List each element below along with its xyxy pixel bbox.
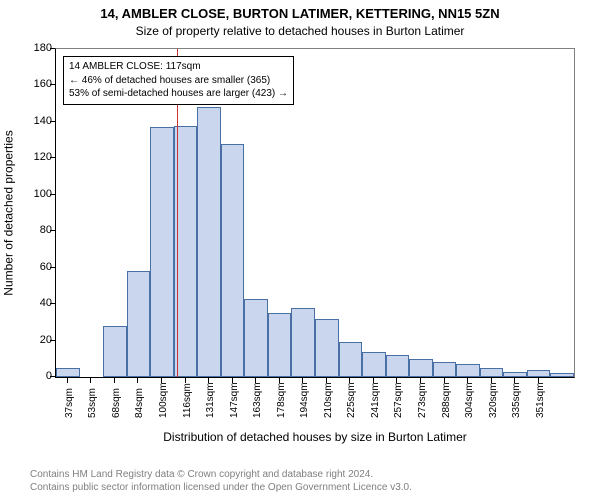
y-tick-label: 60	[22, 261, 52, 273]
x-tick-label: 194sqm	[299, 382, 310, 418]
x-tick-label: 68sqm	[111, 388, 122, 418]
y-tick-label: 20	[22, 334, 52, 346]
x-tick-mark	[114, 378, 115, 383]
y-axis-label: Number of detached properties	[2, 48, 16, 378]
histogram-bar	[550, 373, 574, 377]
y-tick-label: 40	[22, 297, 52, 309]
x-tick-label: 131sqm	[205, 382, 216, 418]
footer-line-2: Contains public sector information licen…	[30, 481, 412, 494]
footer-attribution: Contains HM Land Registry data © Crown c…	[30, 468, 412, 494]
y-tick-mark	[50, 194, 55, 195]
x-tick-label: 288sqm	[441, 382, 452, 418]
x-tick-label: 53sqm	[87, 388, 98, 418]
histogram-bar	[386, 355, 410, 377]
x-tick-mark	[67, 378, 68, 383]
x-tick-label: 304sqm	[464, 382, 475, 418]
x-tick-mark	[137, 378, 138, 383]
x-tick-label: 84sqm	[134, 388, 145, 418]
histogram-bar	[150, 127, 174, 377]
histogram-bar	[56, 368, 80, 377]
x-tick-label: 351sqm	[535, 382, 546, 418]
y-tick-label: 0	[22, 370, 52, 382]
x-tick-label: 100sqm	[158, 382, 169, 418]
y-tick-label: 120	[22, 151, 52, 163]
histogram-bar	[480, 368, 504, 377]
annotation-line: ← 46% of detached houses are smaller (36…	[69, 74, 288, 88]
y-tick-mark	[50, 376, 55, 377]
histogram-bar	[197, 107, 221, 377]
histogram-bar	[268, 313, 292, 377]
histogram-bar	[221, 144, 245, 377]
chart-title-sub: Size of property relative to detached ho…	[0, 24, 600, 38]
x-tick-label: 37sqm	[64, 388, 75, 418]
histogram-bar	[409, 359, 433, 377]
histogram-bar	[127, 271, 151, 377]
y-tick-label: 140	[22, 115, 52, 127]
y-tick-label: 160	[22, 78, 52, 90]
x-tick-label: 225sqm	[346, 382, 357, 418]
x-tick-label: 116sqm	[182, 383, 193, 418]
histogram-bar	[433, 362, 457, 377]
y-tick-mark	[50, 267, 55, 268]
x-tick-label: 241sqm	[370, 382, 381, 418]
histogram-bar	[527, 370, 551, 377]
x-tick-label: 178sqm	[276, 382, 287, 418]
x-axis-label: Distribution of detached houses by size …	[55, 430, 575, 444]
x-tick-label: 335sqm	[511, 382, 522, 418]
histogram-bar	[244, 299, 268, 377]
y-tick-mark	[50, 230, 55, 231]
y-tick-mark	[50, 84, 55, 85]
y-tick-mark	[50, 157, 55, 158]
y-tick-label: 100	[22, 188, 52, 200]
histogram-bar	[503, 372, 527, 377]
x-tick-label: 147sqm	[229, 382, 240, 418]
x-tick-label: 320sqm	[488, 382, 499, 418]
chart-container: 14, AMBLER CLOSE, BURTON LATIMER, KETTER…	[0, 0, 600, 500]
annotation-line: 53% of semi-detached houses are larger (…	[69, 87, 288, 101]
y-tick-label: 180	[22, 42, 52, 54]
y-tick-mark	[50, 340, 55, 341]
y-tick-mark	[50, 303, 55, 304]
x-tick-label: 163sqm	[252, 382, 263, 418]
annotation-line: 14 AMBLER CLOSE: 117sqm	[69, 60, 288, 74]
chart-title-main: 14, AMBLER CLOSE, BURTON LATIMER, KETTER…	[0, 6, 600, 21]
histogram-bar	[456, 364, 480, 377]
histogram-bar	[291, 308, 315, 377]
x-tick-label: 273sqm	[417, 382, 428, 418]
histogram-bar	[103, 326, 127, 377]
y-tick-mark	[50, 48, 55, 49]
x-tick-label: 257sqm	[393, 382, 404, 418]
x-tick-label: 210sqm	[323, 382, 334, 418]
y-tick-mark	[50, 121, 55, 122]
histogram-bar	[362, 352, 386, 378]
footer-line-1: Contains HM Land Registry data © Crown c…	[30, 468, 412, 481]
histogram-bar	[339, 342, 363, 377]
histogram-bar	[315, 319, 339, 377]
y-tick-label: 80	[22, 224, 52, 236]
annotation-box: 14 AMBLER CLOSE: 117sqm← 46% of detached…	[63, 56, 294, 105]
x-tick-mark	[90, 378, 91, 383]
